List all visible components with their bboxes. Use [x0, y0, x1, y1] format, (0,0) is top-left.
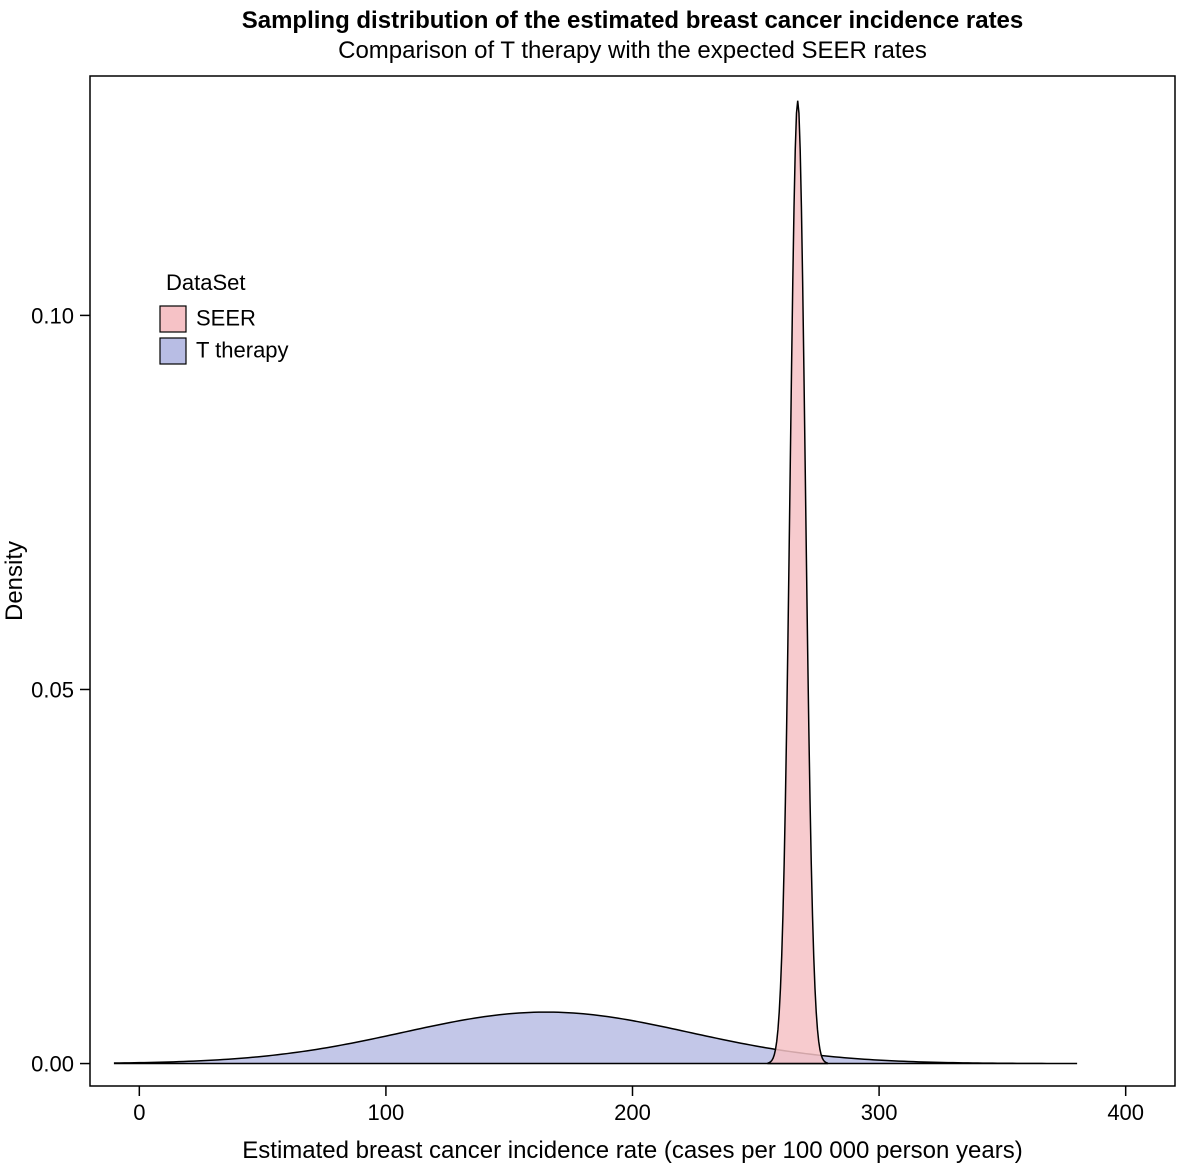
x-axis-label: Estimated breast cancer incidence rate (…	[242, 1137, 1022, 1164]
chart-subtitle: Comparison of T therapy with the expecte…	[338, 37, 927, 64]
legend-swatch-seer	[160, 306, 186, 332]
y-tick-label: 0.10	[31, 303, 74, 328]
legend-item-label: T therapy	[196, 338, 289, 363]
legend-swatch-t-therapy	[160, 338, 186, 364]
chart-title: Sampling distribution of the estimated b…	[242, 7, 1024, 34]
y-tick-label: 0.00	[31, 1052, 74, 1077]
legend-title: DataSet	[166, 270, 246, 295]
y-axis-label: Density	[1, 541, 28, 621]
x-tick-label: 200	[614, 1100, 651, 1125]
legend-item-label: SEER	[196, 306, 256, 331]
x-tick-label: 300	[861, 1100, 898, 1125]
x-tick-label: 400	[1107, 1100, 1144, 1125]
chart-container: Sampling distribution of the estimated b…	[0, 0, 1181, 1172]
x-tick-label: 0	[133, 1100, 145, 1125]
x-tick-label: 100	[368, 1100, 405, 1125]
y-tick-label: 0.05	[31, 677, 74, 702]
density-chart: Sampling distribution of the estimated b…	[0, 0, 1181, 1172]
